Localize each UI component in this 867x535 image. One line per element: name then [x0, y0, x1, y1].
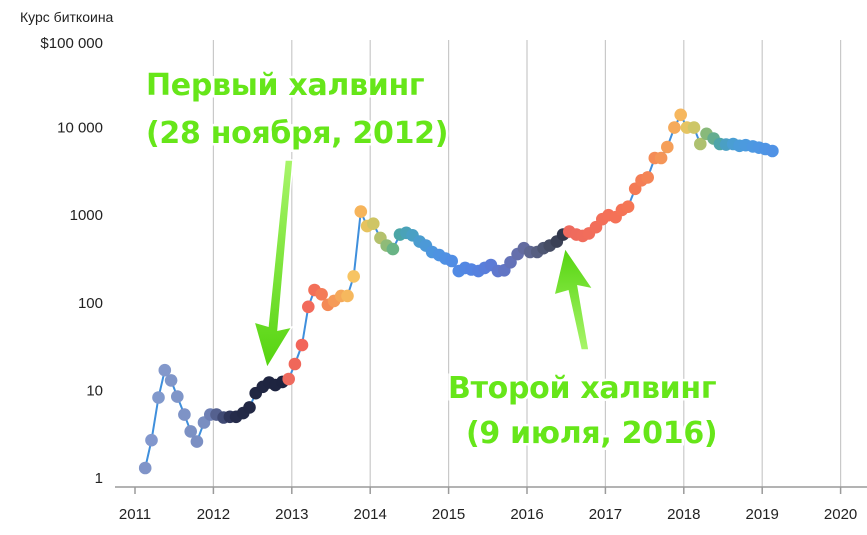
- price-point: [295, 338, 309, 352]
- x-tick-label: 2015: [432, 506, 465, 523]
- second-halving-title: Второй халвинг: [448, 371, 716, 406]
- x-tick-label: 2017: [589, 506, 622, 523]
- price-point: [661, 140, 674, 154]
- price-point: [282, 372, 296, 386]
- y-tick-label: 1: [95, 470, 103, 487]
- price-point: [347, 270, 361, 283]
- price-point: [152, 391, 165, 404]
- x-tick-label: 2019: [746, 506, 779, 523]
- price-point: [674, 108, 687, 122]
- y-tick-labels: 1 10 100 1000 10 000 $100 000: [40, 35, 103, 487]
- x-tick-label: 2018: [667, 506, 700, 523]
- price-point: [621, 200, 635, 213]
- first-halving-arrow-icon: [252, 159, 294, 370]
- price-point: [164, 374, 178, 387]
- price-point: [302, 300, 315, 314]
- price-point: [668, 121, 681, 134]
- price-point: [315, 288, 328, 301]
- price-point: [445, 254, 459, 268]
- x-tick-label: 2016: [510, 506, 543, 523]
- price-point: [354, 205, 368, 218]
- first-halving-annotation: Первый халвинг (28 ноября, 2012): [144, 66, 451, 370]
- price-point: [138, 461, 152, 475]
- x-tick-labels: 2011 2012 2013 2014 2015 2016 2017 2018 2019 2020: [119, 506, 857, 523]
- first-halving-title: Первый халвинг: [146, 68, 424, 103]
- y-tick-label: 10 000: [57, 120, 103, 137]
- price-point: [687, 121, 701, 134]
- price-point: [766, 144, 779, 158]
- price-point: [190, 435, 204, 448]
- x-tick-label: 2020: [824, 506, 857, 523]
- price-point: [145, 433, 158, 447]
- price-point: [654, 151, 668, 165]
- x-tick-label: 2012: [197, 506, 230, 523]
- first-halving-date: (28 ноября, 2012): [146, 116, 448, 151]
- price-point: [386, 242, 400, 256]
- price-point: [341, 289, 354, 303]
- x-tick-label: 2014: [354, 506, 387, 523]
- y-axis-title: Курс биткоина: [20, 9, 114, 25]
- price-point: [184, 425, 197, 438]
- price-series-points: [138, 108, 779, 475]
- price-point: [694, 137, 707, 151]
- y-tick-label: $100 000: [40, 35, 103, 52]
- price-point: [171, 390, 184, 403]
- price-point: [243, 401, 256, 414]
- y-tick-label: 100: [78, 295, 103, 312]
- x-tick-marks: [134, 487, 842, 494]
- second-halving-annotation: Второй халвинг (9 июля, 2016): [446, 246, 720, 454]
- price-point: [178, 408, 191, 421]
- price-point: [504, 255, 517, 269]
- second-halving-date: (9 июля, 2016): [466, 416, 717, 451]
- price-point: [158, 363, 172, 377]
- y-tick-label: 1000: [70, 207, 103, 224]
- price-point: [641, 171, 654, 184]
- x-tick-label: 2011: [119, 506, 151, 523]
- price-point: [367, 217, 380, 230]
- price-point: [288, 357, 302, 371]
- second-halving-arrow-icon: [552, 246, 595, 351]
- y-tick-label: 10: [86, 382, 103, 399]
- x-tick-label: 2013: [275, 506, 308, 523]
